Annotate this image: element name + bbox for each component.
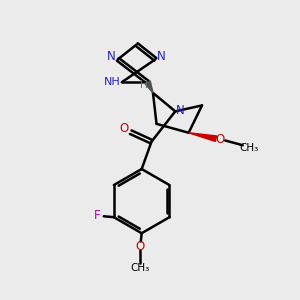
Text: O: O (136, 239, 145, 253)
Polygon shape (145, 81, 153, 93)
Text: NH: NH (104, 77, 121, 87)
Text: O: O (119, 122, 129, 134)
Text: O: O (216, 134, 225, 146)
Polygon shape (189, 133, 217, 142)
Text: N: N (157, 50, 166, 63)
Text: H: H (140, 80, 147, 90)
Text: F: F (94, 209, 100, 222)
Text: N: N (176, 104, 185, 117)
Text: CH₃: CH₃ (240, 142, 259, 153)
Text: CH₃: CH₃ (130, 263, 150, 273)
Text: N: N (107, 50, 116, 63)
